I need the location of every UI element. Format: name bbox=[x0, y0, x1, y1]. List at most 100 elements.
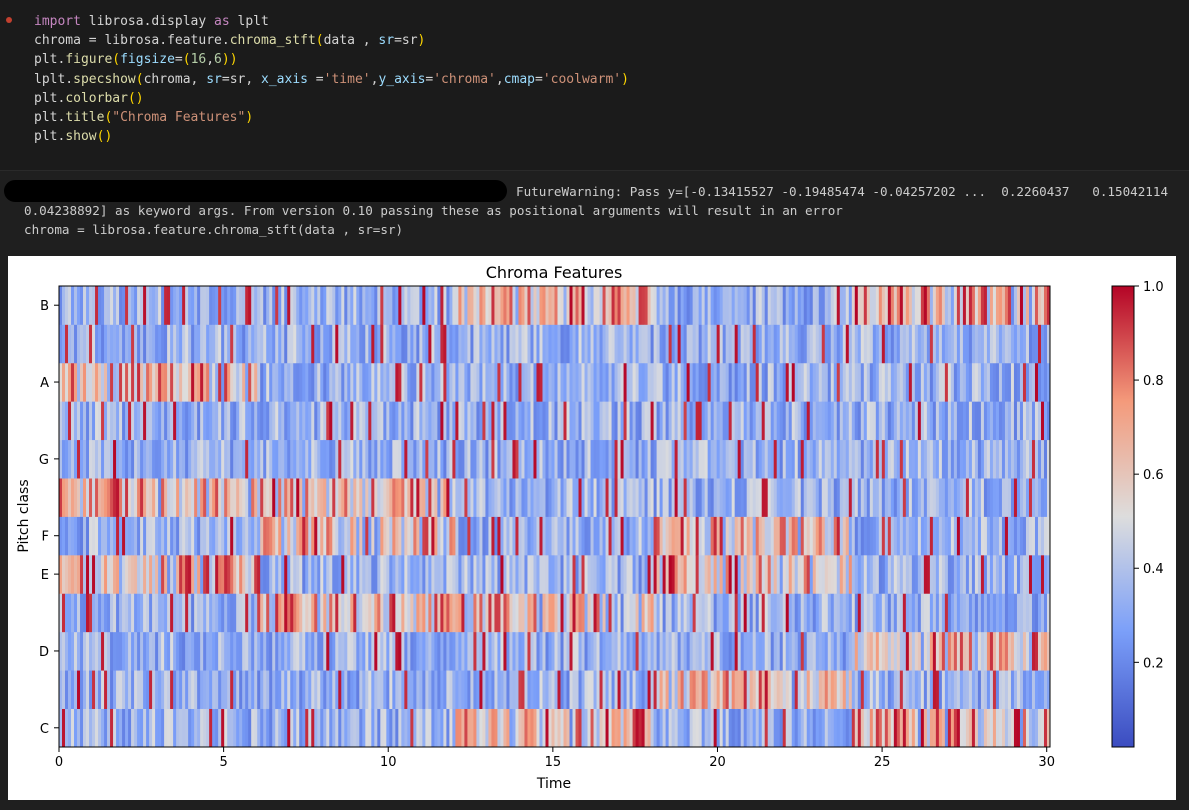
heatmap-cell bbox=[707, 439, 712, 479]
heatmap-cell bbox=[449, 362, 453, 402]
code-editor[interactable]: import librosa.display as lplt chroma = … bbox=[34, 12, 629, 146]
heatmap-cell bbox=[809, 516, 814, 556]
heatmap-cell bbox=[908, 670, 913, 709]
heatmap-cell bbox=[410, 631, 414, 671]
heatmap-cell bbox=[149, 670, 153, 709]
heatmap-cell bbox=[599, 362, 603, 402]
heatmap-cell bbox=[425, 708, 429, 748]
heatmap-cell bbox=[104, 593, 108, 633]
heatmap-cell bbox=[788, 516, 793, 556]
heatmap-cell bbox=[323, 708, 327, 748]
heatmap-cell bbox=[872, 516, 877, 556]
heatmap-cell bbox=[254, 516, 258, 556]
heatmap-cell bbox=[710, 401, 715, 441]
heatmap-cell bbox=[980, 593, 985, 633]
heatmap-cell bbox=[629, 439, 633, 479]
heatmap-cell bbox=[491, 670, 495, 709]
heatmap-cell bbox=[971, 708, 976, 748]
heatmap-cell bbox=[71, 324, 75, 364]
heatmap-cell bbox=[302, 670, 306, 709]
heatmap-cell bbox=[527, 670, 531, 709]
heatmap-cell bbox=[314, 593, 318, 633]
heatmap-cell bbox=[353, 670, 357, 709]
heatmap-cell bbox=[1025, 286, 1030, 325]
heatmap-cell bbox=[131, 286, 135, 325]
heatmap-cell bbox=[845, 631, 850, 671]
heatmap-cell bbox=[437, 631, 441, 671]
heatmap-cell bbox=[845, 516, 850, 556]
heatmap-cell bbox=[392, 631, 396, 671]
heatmap-cell bbox=[848, 324, 853, 364]
heatmap-cell bbox=[539, 670, 543, 709]
heatmap-cell bbox=[893, 362, 898, 402]
heatmap-cell bbox=[224, 670, 228, 709]
heatmap-cell bbox=[149, 516, 153, 556]
heatmap-cell bbox=[188, 362, 192, 402]
heatmap-cell bbox=[305, 516, 309, 556]
heatmap-cell bbox=[704, 554, 709, 594]
heatmap-cell bbox=[854, 401, 859, 441]
heatmap-cell bbox=[470, 708, 474, 748]
heatmap-cell bbox=[593, 362, 597, 402]
heatmap-cell bbox=[908, 439, 913, 479]
heatmap-cell bbox=[620, 401, 624, 441]
heatmap-cell bbox=[470, 401, 474, 441]
heatmap-cell bbox=[200, 631, 204, 671]
heatmap-cell bbox=[179, 286, 183, 325]
heatmap-cell bbox=[650, 324, 654, 364]
heatmap-cell bbox=[386, 439, 390, 479]
heatmap-cell bbox=[227, 554, 231, 594]
heatmap-cell bbox=[428, 286, 432, 325]
heatmap-cell bbox=[1019, 439, 1024, 479]
heatmap-cell bbox=[1019, 631, 1024, 671]
heatmap-cell bbox=[284, 478, 288, 517]
heatmap-cell bbox=[761, 670, 766, 709]
heatmap-cell bbox=[113, 286, 117, 325]
heatmap-cell bbox=[887, 286, 892, 325]
heatmap-cell bbox=[89, 516, 93, 556]
heatmap-cell bbox=[524, 593, 528, 633]
heatmap-cell bbox=[68, 516, 72, 556]
heatmap-cell bbox=[989, 439, 994, 479]
heatmap-cell bbox=[197, 708, 201, 748]
heatmap-cell bbox=[842, 631, 847, 671]
heatmap-cell bbox=[995, 401, 1000, 441]
heatmap-cell bbox=[494, 478, 498, 517]
heatmap-cell bbox=[161, 708, 165, 748]
heatmap-cell bbox=[701, 439, 706, 479]
heatmap-cell bbox=[71, 708, 75, 748]
heatmap-cell bbox=[773, 631, 778, 671]
heatmap-cell bbox=[572, 670, 576, 709]
heatmap-cell bbox=[338, 286, 342, 325]
heatmap-cell bbox=[941, 286, 946, 325]
heatmap-cell bbox=[158, 554, 162, 594]
code-cell[interactable]: import librosa.display as lplt chroma = … bbox=[0, 0, 1189, 171]
heatmap-cell bbox=[614, 516, 618, 556]
heatmap-cell bbox=[1010, 593, 1015, 633]
heatmap-cell bbox=[236, 362, 240, 402]
heatmap-cell bbox=[902, 631, 907, 671]
heatmap-cell bbox=[185, 324, 189, 364]
heatmap-cell bbox=[824, 631, 829, 671]
heatmap-cell bbox=[644, 631, 648, 671]
heatmap-cell bbox=[761, 554, 766, 594]
heatmap-cell bbox=[467, 286, 471, 325]
heatmap-cell bbox=[878, 362, 883, 402]
heatmap-cell bbox=[830, 439, 835, 479]
heatmap-cell bbox=[194, 478, 198, 517]
heatmap-cell bbox=[734, 593, 739, 633]
heatmap-cell bbox=[815, 439, 820, 479]
heatmap-cell bbox=[272, 401, 276, 441]
heatmap-cell bbox=[776, 324, 781, 364]
heatmap-cell bbox=[107, 478, 111, 517]
heatmap-cell bbox=[731, 631, 736, 671]
heatmap-cell bbox=[449, 478, 453, 517]
heatmap-cell bbox=[380, 439, 384, 479]
heatmap-cell bbox=[761, 708, 766, 748]
heatmap-cell bbox=[404, 478, 408, 517]
heatmap-cell bbox=[572, 362, 576, 402]
heatmap-cell bbox=[236, 516, 240, 556]
heatmap-cell bbox=[65, 593, 69, 633]
heatmap-cell bbox=[875, 670, 880, 709]
heatmap-cell bbox=[62, 670, 66, 709]
